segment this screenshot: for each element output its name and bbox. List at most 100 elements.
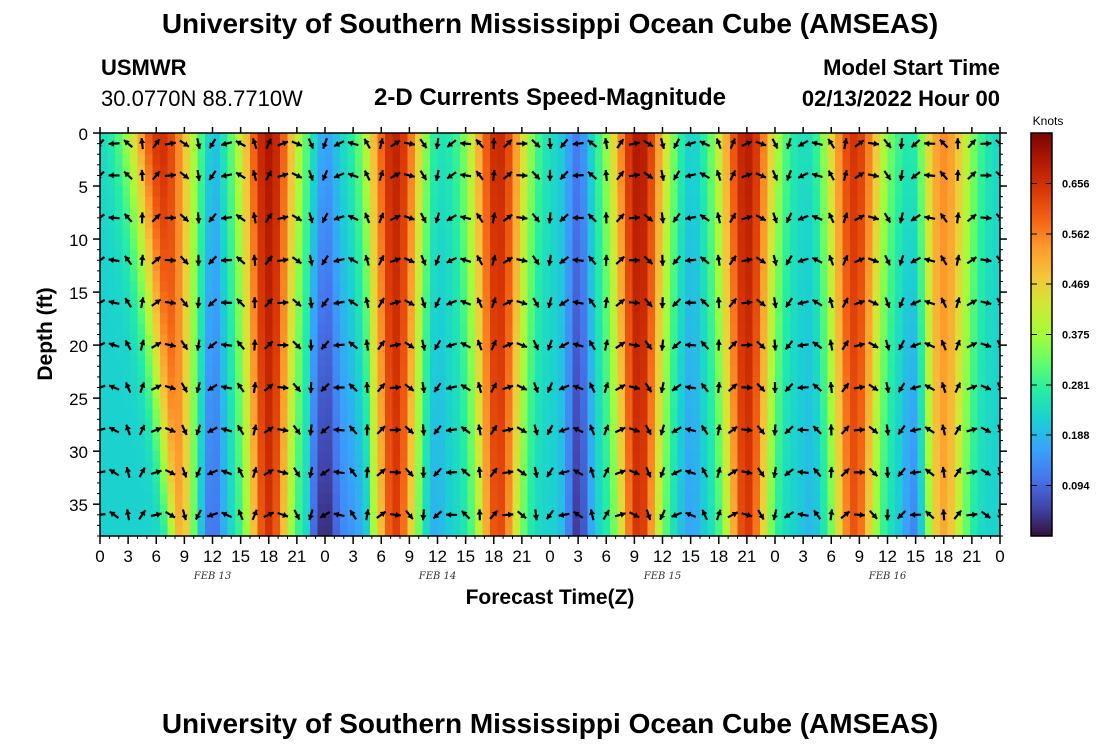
heatmap-cell xyxy=(362,493,371,505)
current-vector xyxy=(685,140,697,147)
heatmap-cell xyxy=(737,207,746,219)
heatmap-cell xyxy=(520,504,529,516)
heatmap-cell xyxy=(880,260,889,272)
heatmap-cell xyxy=(422,249,431,261)
heatmap-cell xyxy=(190,451,199,463)
current-vector xyxy=(797,172,809,179)
current-vector xyxy=(235,255,246,265)
heatmap-cell xyxy=(955,461,964,473)
current-vector xyxy=(559,256,570,265)
heatmap-cell xyxy=(182,323,191,336)
heatmap-cell xyxy=(430,175,439,187)
current-vector xyxy=(910,213,921,222)
heatmap-cell xyxy=(857,186,866,198)
heatmap-cell xyxy=(422,334,431,346)
current-vector xyxy=(643,297,653,308)
heatmap-cell xyxy=(655,154,664,166)
heatmap-cell xyxy=(460,249,469,261)
heatmap-cell xyxy=(880,461,889,473)
heatmap-cell xyxy=(115,504,124,516)
heatmap-cell xyxy=(317,461,326,473)
heatmap-cell xyxy=(700,196,709,208)
heatmap-cell xyxy=(640,451,649,463)
current-vector xyxy=(434,169,441,182)
heatmap-cell xyxy=(692,504,701,516)
heatmap-cell xyxy=(355,323,364,336)
current-vector xyxy=(123,170,133,181)
heatmap-cell xyxy=(130,260,139,272)
current-vector xyxy=(842,212,849,224)
heatmap-cell xyxy=(625,239,634,251)
heatmap-cell xyxy=(392,387,401,399)
heatmap-cell xyxy=(827,493,836,505)
heatmap-cell xyxy=(737,493,746,505)
heatmap-cell xyxy=(692,451,701,463)
heatmap-cell xyxy=(347,419,356,431)
current-vector xyxy=(180,339,189,351)
heatmap-cell xyxy=(385,504,394,516)
heatmap-cell xyxy=(970,472,979,484)
heatmap-cell xyxy=(797,143,806,155)
heatmap-cell xyxy=(640,217,649,230)
heatmap-cell xyxy=(730,292,739,304)
heatmap-cell xyxy=(805,440,814,452)
heatmap-cell xyxy=(235,387,244,399)
heatmap-cell xyxy=(925,355,934,367)
heatmap-cell xyxy=(760,196,769,208)
heatmap-cell xyxy=(332,472,341,484)
current-vector xyxy=(277,299,289,306)
heatmap-cell xyxy=(835,154,844,166)
heatmap-cell xyxy=(902,493,911,505)
heatmap-cell xyxy=(782,196,791,208)
heatmap-cell xyxy=(452,461,461,473)
heatmap-cell xyxy=(647,387,656,399)
heatmap-cell xyxy=(130,493,139,505)
heatmap-cell xyxy=(655,525,664,536)
heatmap-cell xyxy=(550,398,559,410)
heatmap-cell xyxy=(475,302,484,314)
heatmap-cell xyxy=(842,270,851,283)
heatmap-cell xyxy=(235,196,244,208)
heatmap-cell xyxy=(250,175,259,187)
heatmap-cell xyxy=(985,419,994,431)
heatmap-cell xyxy=(572,249,581,261)
heatmap-cell xyxy=(137,440,146,452)
heatmap-cell xyxy=(572,355,581,367)
heatmap-cell xyxy=(310,164,319,177)
heatmap-cell xyxy=(152,249,161,261)
current-vector xyxy=(532,381,540,394)
heatmap-cell xyxy=(775,260,784,272)
current-vector xyxy=(671,340,682,350)
heatmap-cell xyxy=(415,313,424,325)
heatmap-cell xyxy=(175,260,184,272)
heatmap-cell xyxy=(580,302,589,314)
heatmap-cell xyxy=(632,196,641,208)
heatmap-cell xyxy=(430,270,439,283)
current-vector xyxy=(715,297,722,309)
heatmap-cell xyxy=(797,451,806,463)
heatmap-cell xyxy=(962,440,971,452)
heatmap-cell xyxy=(805,249,814,261)
current-vector xyxy=(291,256,303,265)
heatmap-cell xyxy=(415,228,424,240)
heatmap-cell xyxy=(617,186,626,198)
heatmap-cell xyxy=(302,482,311,495)
heatmap-cell xyxy=(362,281,371,293)
heatmap-cell xyxy=(542,472,551,484)
heatmap-cell xyxy=(205,186,214,198)
heatmap-cell xyxy=(227,419,236,431)
heatmap-cell xyxy=(242,504,251,516)
heatmap-cell xyxy=(505,292,514,304)
heatmap-cell xyxy=(265,355,274,367)
heatmap-cell xyxy=(190,440,199,452)
heatmap-cell xyxy=(700,472,709,484)
heatmap-cell xyxy=(970,429,979,442)
heatmap-cell xyxy=(632,154,641,166)
heatmap-cell xyxy=(400,260,409,272)
heatmap-cell xyxy=(670,461,679,473)
heatmap-cell xyxy=(730,355,739,367)
heatmap-cell xyxy=(340,323,349,336)
heatmap-cell xyxy=(925,164,934,177)
heatmap-cell xyxy=(212,376,221,389)
heatmap-cell xyxy=(430,228,439,240)
